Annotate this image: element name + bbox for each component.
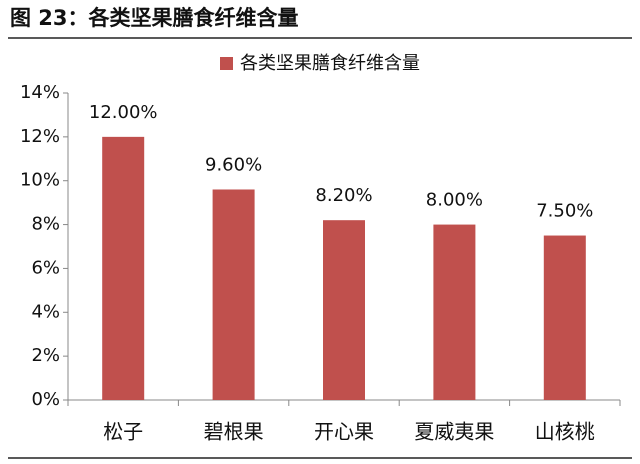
bar bbox=[433, 224, 476, 400]
x-tick-label: 碧根果 bbox=[204, 420, 264, 444]
x-tick-label: 山核桃 bbox=[535, 420, 595, 444]
y-tick-label: 10% bbox=[20, 170, 60, 191]
value-label: 9.60% bbox=[205, 154, 262, 175]
x-tick-label: 开心果 bbox=[314, 420, 374, 444]
value-label: 7.50% bbox=[536, 201, 593, 222]
value-label: 8.00% bbox=[426, 190, 483, 211]
chart-title: 图 23：各类坚果膳食纤维含量 bbox=[10, 6, 299, 30]
legend-label: 各类坚果膳食纤维含量 bbox=[240, 53, 420, 74]
bar bbox=[212, 189, 255, 400]
y-tick-label: 4% bbox=[31, 301, 60, 322]
y-tick-label: 8% bbox=[31, 214, 60, 235]
x-tick-label: 夏威夷果 bbox=[414, 420, 494, 444]
y-tick-label: 12% bbox=[20, 126, 60, 147]
y-tick-label: 14% bbox=[20, 82, 60, 103]
y-tick-label: 0% bbox=[31, 389, 60, 410]
y-tick-label: 6% bbox=[31, 257, 60, 278]
value-label: 12.00% bbox=[89, 102, 158, 123]
bar bbox=[102, 136, 145, 400]
x-tick-label: 松子 bbox=[103, 420, 143, 444]
bar bbox=[543, 235, 586, 400]
legend-swatch bbox=[220, 57, 233, 70]
value-label: 8.20% bbox=[315, 185, 372, 206]
bar bbox=[323, 220, 365, 400]
y-tick-label: 2% bbox=[31, 345, 60, 366]
